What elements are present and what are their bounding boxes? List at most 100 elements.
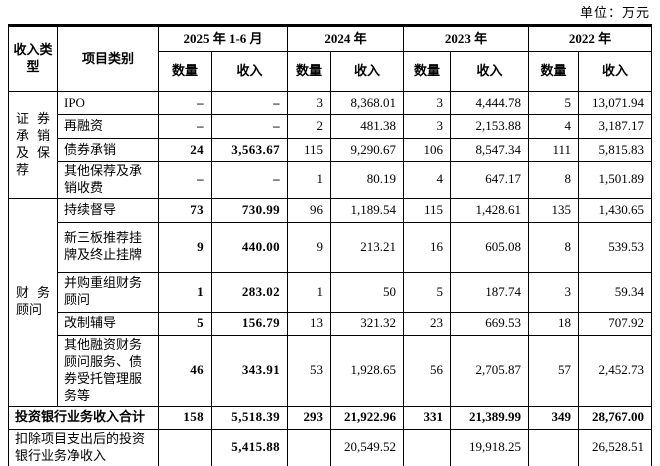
row-label: 再融资: [57, 114, 159, 139]
qty-cell: 23: [403, 311, 452, 336]
qty-cell: 5: [403, 271, 452, 313]
revenue-cell: 5,518.39: [211, 405, 288, 430]
row-label: 改制辅导: [57, 311, 159, 336]
unit-label: 单位：万元: [579, 5, 650, 20]
table-row: 新三板推荐挂牌及终止挂牌 9 440.00 9 213.21 16 605.08…: [9, 221, 653, 273]
qty-header: 数量: [158, 51, 212, 92]
revenue-cell: 1,501.89: [578, 161, 653, 199]
qty-cell: [287, 428, 331, 466]
revenue-header: 收入: [450, 51, 530, 92]
revenue-cell: 2,705.87: [450, 334, 530, 407]
qty-cell: 1: [287, 271, 331, 313]
table-row: 再融资 – – 2 481.38 3 2,153.88 4 3,187.17: [9, 114, 653, 139]
revenue-cell: 283.02: [211, 271, 288, 313]
qty-cell: 4: [528, 114, 580, 139]
revenue-cell: 1,928.65: [329, 334, 405, 407]
qty-cell: 3: [403, 91, 452, 115]
revenue-cell: –: [211, 91, 288, 115]
qty-cell: 4: [403, 161, 452, 199]
header-item-category: 项目类别: [57, 25, 159, 92]
table-row: 并购重组财务顾问 1 283.02 1 50 5 187.74 3 59.34: [9, 271, 653, 313]
row-label: 持续督导: [57, 197, 159, 223]
qty-cell: 106: [403, 138, 452, 162]
revenue-cell: 156.79: [211, 311, 288, 336]
qty-cell: 5: [158, 311, 212, 336]
revenue-cell: 3,187.17: [578, 114, 653, 139]
qty-cell: 16: [403, 221, 452, 273]
row-label: 其他融资财务顾问服务、债券受托管理服务等: [57, 334, 159, 407]
qty-cell: 8: [528, 161, 580, 199]
table-row: 证券承销及保荐 IPO – – 3 8,368.01 3 4,444.78 5 …: [8, 91, 653, 199]
qty-cell: 115: [403, 197, 452, 223]
qty-cell: 158: [158, 405, 212, 430]
qty-cell: [158, 428, 212, 466]
table-row: 其他保荐及承销收费 – – 1 80.19 4 647.17 8 1,501.8…: [9, 161, 653, 199]
table-row: 债券承销 24 3,563.67 115 9,290.67 106 8,547.…: [9, 138, 653, 162]
qty-cell: 9: [158, 221, 212, 273]
row-label: 其他保荐及承销收费: [57, 161, 159, 199]
revenue-cell: 2,452.73: [578, 334, 653, 407]
qty-cell: 3: [287, 91, 331, 115]
qty-cell: –: [158, 161, 212, 199]
qty-cell: 8: [528, 221, 580, 273]
qty-cell: 57: [528, 334, 580, 407]
revenue-cell: 19,918.25: [450, 428, 530, 466]
qty-cell: 293: [287, 405, 331, 430]
revenue-cell: 187.74: [450, 271, 530, 313]
revenue-cell: 21,922.96: [329, 405, 405, 430]
year-header-2025: 2025 年 1-6 月: [158, 25, 288, 52]
revenue-cell: 481.38: [329, 114, 405, 139]
header-row-years: 收入类型 项目类别 2025 年 1-6 月 2024 年 2023 年 202…: [8, 25, 653, 92]
qty-cell: 115: [287, 138, 331, 162]
revenue-cell: 440.00: [211, 221, 288, 273]
revenue-header: 收入: [329, 51, 405, 92]
revenue-cell: 59.34: [578, 271, 653, 313]
qty-cell: 331: [403, 405, 452, 430]
revenue-cell: –: [211, 161, 288, 199]
qty-cell: 1: [158, 271, 212, 313]
revenue-cell: 3,563.67: [211, 138, 288, 162]
qty-cell: 24: [158, 138, 212, 162]
year-header-2023: 2023 年: [403, 25, 530, 52]
total-row: 投资银行业务收入合计 158 5,518.39 293 21,922.96 33…: [8, 405, 653, 430]
qty-header: 数量: [403, 51, 452, 92]
revenue-cell: 26,528.51: [578, 428, 653, 466]
qty-cell: 135: [528, 197, 580, 223]
revenue-cell: –: [211, 114, 288, 139]
qty-cell: 46: [158, 334, 212, 407]
revenue-cell: 1,430.65: [578, 197, 653, 223]
qty-cell: 5: [528, 91, 580, 115]
table-row: 改制辅导 5 156.79 13 321.32 23 669.53 18 707…: [9, 311, 653, 336]
group-label-advisory: 财务顾问: [8, 197, 58, 407]
year-header-2024: 2024 年: [286, 25, 405, 52]
net-row-label: 扣除项目支出后的投资银行业务净收入: [8, 428, 159, 466]
qty-cell: 349: [528, 405, 580, 430]
qty-cell: 56: [403, 334, 452, 407]
revenue-cell: 343.91: [211, 334, 288, 407]
revenue-cell: 1,189.54: [329, 197, 405, 223]
revenue-cell: 707.92: [578, 311, 653, 336]
revenue-cell: 539.53: [578, 221, 653, 273]
qty-cell: 53: [287, 334, 331, 407]
qty-cell: 1: [287, 161, 331, 199]
revenue-cell: 1,428.61: [450, 197, 530, 223]
revenue-cell: 321.32: [329, 311, 405, 336]
total-row-label: 投资银行业务收入合计: [8, 405, 159, 430]
revenue-cell: 13,071.94: [578, 91, 653, 115]
revenue-cell: 8,547.34: [450, 138, 530, 162]
qty-cell: –: [158, 114, 212, 139]
row-label: 新三板推荐挂牌及终止挂牌: [57, 221, 159, 273]
year-header-2022: 2022 年: [528, 25, 653, 52]
qty-cell: [528, 428, 580, 466]
revenue-cell: 2,153.88: [450, 114, 530, 139]
qty-header: 数量: [287, 51, 331, 92]
revenue-header: 收入: [211, 51, 288, 92]
table-row: 财务顾问 持续督导 73 730.99 96 1,189.54 115 1,42…: [8, 197, 653, 407]
revenue-cell: 730.99: [211, 197, 288, 223]
revenue-cell: 9,290.67: [329, 138, 405, 162]
revenue-header: 收入: [578, 51, 653, 92]
qty-header: 数量: [528, 51, 580, 92]
qty-cell: 96: [287, 197, 331, 223]
row-label: IPO: [57, 91, 159, 115]
revenue-cell: 21,389.99: [450, 405, 530, 430]
